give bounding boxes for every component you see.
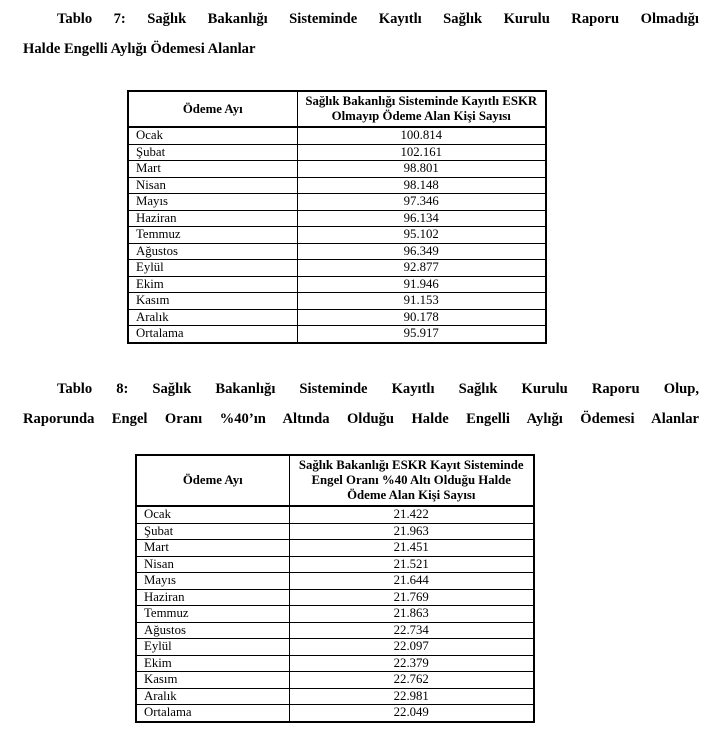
month-cell: Eylül: [135, 638, 290, 656]
month-cell: Ocak: [127, 126, 298, 145]
value-cell: 22.049: [288, 704, 535, 722]
month-cell: Ortalama: [135, 704, 290, 722]
table-row: Eylül 92.877: [127, 259, 547, 277]
month-cell: Ağustos: [127, 242, 298, 260]
month-cell: Aralık: [135, 687, 290, 705]
table7-col-value-header: Sağlık Bakanlığı Sisteminde Kayıtlı ESKR…: [296, 90, 547, 128]
table8-title-line1: Tablo 8: Sağlık Bakanlığı Sisteminde Kay…: [57, 381, 699, 397]
table8-title: Tablo 8: Sağlık Bakanlığı Sisteminde Kay…: [23, 374, 699, 434]
table7-header-row: Ödeme Ayı Sağlık Bakanlığı Sisteminde Ka…: [127, 90, 547, 128]
table-row: Ekim 22.379: [135, 654, 535, 672]
table-row: Temmuz 95.102: [127, 226, 547, 244]
value-cell: 92.877: [296, 259, 547, 277]
table7-title-line2: Halde Engelli Aylığı Ödemesi Alanlar: [23, 41, 256, 57]
table-row: Haziran 96.134: [127, 209, 547, 227]
value-cell: 21.644: [288, 572, 535, 590]
value-cell: 21.863: [288, 605, 535, 623]
table-row: Aralık 90.178: [127, 308, 547, 326]
month-cell: Haziran: [127, 209, 298, 227]
month-cell: Ağustos: [135, 621, 290, 639]
value-cell: 22.379: [288, 654, 535, 672]
table-row: Mart 98.801: [127, 160, 547, 178]
month-cell: Mart: [135, 539, 290, 557]
table8: Ödeme Ayı Sağlık Bakanlığı ESKR Kayıt Si…: [135, 454, 535, 723]
month-cell: Nisan: [127, 176, 298, 194]
value-cell: 22.734: [288, 621, 535, 639]
table8-col-value-header: Sağlık Bakanlığı ESKR Kayıt Sisteminde E…: [288, 454, 535, 507]
value-cell: 21.963: [288, 522, 535, 540]
month-cell: Nisan: [135, 555, 290, 573]
table-row: Şubat 21.963: [135, 522, 535, 540]
table-row: Kasım 22.762: [135, 671, 535, 689]
table8-body: Ocak 21.422 Şubat 21.963 Mart 21.451 Nisan 21.5…: [135, 505, 535, 722]
table-row: Mayıs 21.644: [135, 572, 535, 590]
table-row: Şubat 102.161: [127, 143, 547, 161]
table8-col-month-header: Ödeme Ayı: [135, 454, 290, 507]
table-row: Ekim 91.946: [127, 275, 547, 293]
value-cell: 100.814: [296, 126, 547, 145]
month-cell: Ekim: [127, 275, 298, 293]
table-row: Ortalama 95.917: [127, 325, 547, 343]
month-cell: Ocak: [135, 505, 290, 524]
value-cell: 95.917: [296, 325, 547, 343]
value-cell: 21.451: [288, 539, 535, 557]
month-cell: Mart: [127, 160, 298, 178]
value-cell: 96.349: [296, 242, 547, 260]
table7-title-line1: Tablo 7: Sağlık Bakanlığı Sisteminde Kay…: [57, 11, 699, 27]
value-cell: 102.161: [296, 143, 547, 161]
value-cell: 22.097: [288, 638, 535, 656]
month-cell: Mayıs: [135, 572, 290, 590]
table8-container: Ödeme Ayı Sağlık Bakanlığı ESKR Kayıt Si…: [135, 454, 535, 723]
month-cell: Kasım: [127, 292, 298, 310]
table-row: Ağustos 22.734: [135, 621, 535, 639]
table7-title: Tablo 7: Sağlık Bakanlığı Sisteminde Kay…: [23, 4, 699, 64]
value-cell: 21.422: [288, 505, 535, 524]
month-cell: Şubat: [135, 522, 290, 540]
table-row: Mayıs 97.346: [127, 193, 547, 211]
month-cell: Temmuz: [135, 605, 290, 623]
value-cell: 22.762: [288, 671, 535, 689]
table-row: Aralık 22.981: [135, 687, 535, 705]
value-cell: 91.946: [296, 275, 547, 293]
table8-header-row: Ödeme Ayı Sağlık Bakanlığı ESKR Kayıt Si…: [135, 454, 535, 507]
table7-body: Ocak 100.814 Şubat 102.161 Mart 98.801 Nisan 98…: [127, 126, 547, 343]
table7-container: Ödeme Ayı Sağlık Bakanlığı Sisteminde Ka…: [127, 90, 547, 344]
table7-header: Ödeme Ayı Sağlık Bakanlığı Sisteminde Ka…: [127, 90, 547, 128]
value-cell: 91.153: [296, 292, 547, 310]
value-cell: 95.102: [296, 226, 547, 244]
value-cell: 22.981: [288, 687, 535, 705]
value-cell: 90.178: [296, 308, 547, 326]
value-cell: 21.521: [288, 555, 535, 573]
table7-col-month-header: Ödeme Ayı: [127, 90, 298, 128]
table-row: Ortalama 22.049: [135, 704, 535, 722]
table-row: Haziran 21.769: [135, 588, 535, 606]
table-row: Nisan 21.521: [135, 555, 535, 573]
value-cell: 21.769: [288, 588, 535, 606]
table-row: Kasım 91.153: [127, 292, 547, 310]
value-cell: 98.801: [296, 160, 547, 178]
value-cell: 98.148: [296, 176, 547, 194]
table-row: Mart 21.451: [135, 539, 535, 557]
month-cell: Mayıs: [127, 193, 298, 211]
value-cell: 96.134: [296, 209, 547, 227]
month-cell: Kasım: [135, 671, 290, 689]
table-row: Ağustos 96.349: [127, 242, 547, 260]
month-cell: Eylül: [127, 259, 298, 277]
month-cell: Aralık: [127, 308, 298, 326]
value-cell: 97.346: [296, 193, 547, 211]
table-row: Eylül 22.097: [135, 638, 535, 656]
month-cell: Ortalama: [127, 325, 298, 343]
table8-header: Ödeme Ayı Sağlık Bakanlığı ESKR Kayıt Si…: [135, 454, 535, 507]
table7: Ödeme Ayı Sağlık Bakanlığı Sisteminde Ka…: [127, 90, 547, 344]
table8-title-line2: Raporunda Engel Oranı %40’ın Altında Old…: [23, 411, 699, 427]
table-row: Nisan 98.148: [127, 176, 547, 194]
table-row: Temmuz 21.863: [135, 605, 535, 623]
month-cell: Haziran: [135, 588, 290, 606]
table-row: Ocak 100.814: [127, 126, 547, 145]
month-cell: Ekim: [135, 654, 290, 672]
month-cell: Temmuz: [127, 226, 298, 244]
month-cell: Şubat: [127, 143, 298, 161]
table-row: Ocak 21.422: [135, 505, 535, 524]
